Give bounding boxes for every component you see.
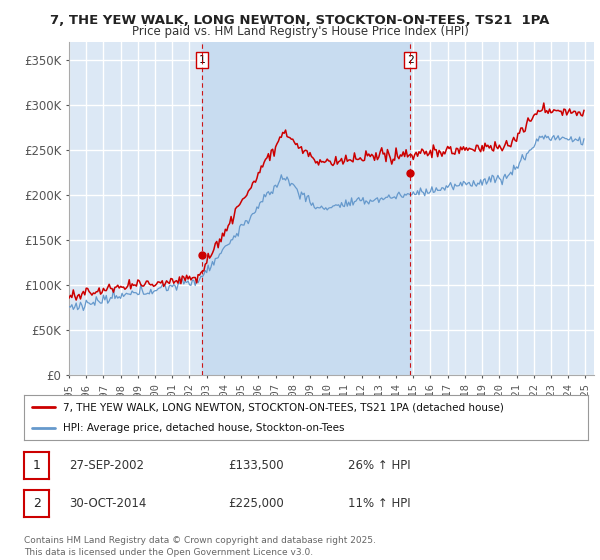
Text: 1: 1 bbox=[32, 459, 41, 472]
Text: 2: 2 bbox=[32, 497, 41, 510]
Text: HPI: Average price, detached house, Stockton-on-Tees: HPI: Average price, detached house, Stoc… bbox=[64, 423, 345, 433]
Text: £225,000: £225,000 bbox=[228, 497, 284, 510]
Text: 26% ↑ HPI: 26% ↑ HPI bbox=[348, 459, 410, 472]
Point bbox=[197, 250, 207, 259]
Bar bbox=[202, 42, 410, 375]
Text: 30-OCT-2014: 30-OCT-2014 bbox=[69, 497, 146, 510]
Point bbox=[406, 168, 415, 177]
Text: 2: 2 bbox=[407, 55, 414, 65]
Text: £133,500: £133,500 bbox=[228, 459, 284, 472]
Text: 11% ↑ HPI: 11% ↑ HPI bbox=[348, 497, 410, 510]
Text: 27-SEP-2002: 27-SEP-2002 bbox=[69, 459, 144, 472]
Text: Contains HM Land Registry data © Crown copyright and database right 2025.
This d: Contains HM Land Registry data © Crown c… bbox=[24, 536, 376, 557]
Text: 1: 1 bbox=[199, 55, 206, 65]
Text: 7, THE YEW WALK, LONG NEWTON, STOCKTON-ON-TEES, TS21 1PA (detached house): 7, THE YEW WALK, LONG NEWTON, STOCKTON-O… bbox=[64, 402, 505, 412]
Text: 7, THE YEW WALK, LONG NEWTON, STOCKTON-ON-TEES, TS21  1PA: 7, THE YEW WALK, LONG NEWTON, STOCKTON-O… bbox=[50, 14, 550, 27]
Text: Price paid vs. HM Land Registry's House Price Index (HPI): Price paid vs. HM Land Registry's House … bbox=[131, 25, 469, 38]
